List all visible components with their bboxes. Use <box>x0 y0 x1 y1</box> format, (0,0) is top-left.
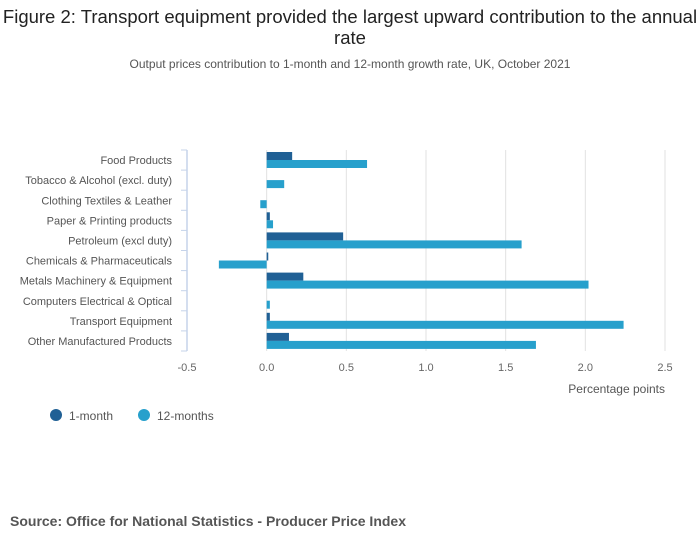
bar-12-months <box>266 220 274 229</box>
bar-12-months <box>266 240 522 249</box>
bar-1-month <box>266 272 304 281</box>
x-tick-label: 0.0 <box>259 362 274 374</box>
x-tick-label: 2.5 <box>657 362 672 374</box>
bar-chart: -0.5 0.0 0.5 1.0 1.5 2.0 2.5 Food Products Tobac… <box>20 149 673 423</box>
bar-12-months <box>266 280 589 289</box>
category-label: Petroleum (excl duty) <box>68 235 172 247</box>
bar-1-month <box>266 312 270 321</box>
bar-1-month <box>266 232 344 241</box>
x-tick-label: -0.5 <box>178 362 197 374</box>
legend-marker <box>138 409 150 421</box>
bar-12-months <box>260 200 267 209</box>
legend-marker <box>50 409 62 421</box>
bar-12-months <box>266 300 270 309</box>
category-label: Chemicals & Pharmaceuticals <box>26 256 173 268</box>
bar-12-months <box>266 160 368 168</box>
chart-title: Figure 2: Transport equipment provided t… <box>2 6 698 48</box>
legend-label: 12-months <box>157 409 214 423</box>
x-tick-label: 0.5 <box>339 362 354 374</box>
x-tick-label: 1.5 <box>498 362 513 374</box>
x-axis-label: Percentage points <box>568 382 665 396</box>
legend-label: 1-month <box>69 409 113 423</box>
category-label: Paper & Printing products <box>47 215 173 227</box>
bar-1-month <box>266 252 269 261</box>
category-label: Tobacco & Alcohol (excl. duty) <box>25 175 172 187</box>
bar-12-months <box>266 320 624 329</box>
x-tick-label: 1.0 <box>418 362 433 374</box>
chart-subtitle: Output prices contribution to 1-month an… <box>129 57 571 71</box>
bar-1-month <box>266 332 289 341</box>
source-note: Source: Office for National Statistics -… <box>10 513 406 529</box>
category-label: Transport Equipment <box>70 316 172 328</box>
category-label: Clothing Textiles & Leather <box>41 195 172 207</box>
x-tick-label: 2.0 <box>578 362 593 374</box>
bar-1-month <box>266 212 270 221</box>
category-label: Food Products <box>100 155 172 167</box>
category-label: Computers Electrical & Optical <box>23 296 172 308</box>
bar-12-months <box>266 340 536 349</box>
category-label: Other Manufactured Products <box>28 336 173 348</box>
bar-12-months <box>266 180 285 189</box>
category-label: Metals Machinery & Equipment <box>20 276 172 288</box>
bar-12-months <box>218 260 267 269</box>
bar-1-month <box>266 152 293 160</box>
